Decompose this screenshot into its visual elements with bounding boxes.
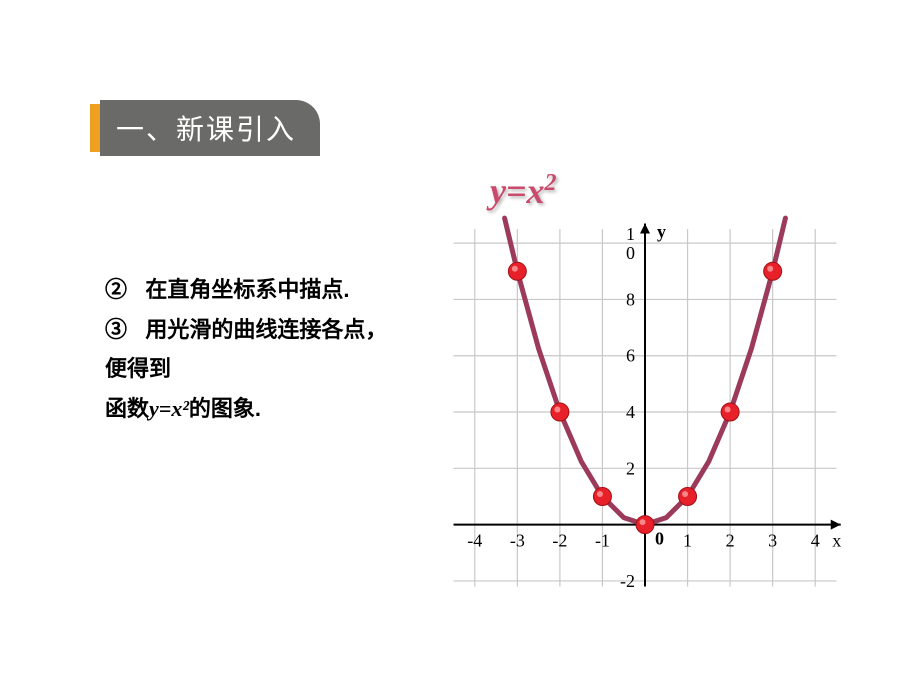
inline-equation: y=x² [149, 396, 189, 421]
svg-text:0: 0 [626, 243, 635, 263]
svg-text:1: 1 [683, 531, 692, 551]
parabola-chart: -4-3-2-11234-22468100xy [430, 200, 860, 610]
step2-text: 在直角坐标系中描点. [145, 277, 349, 302]
svg-text:-1: -1 [595, 531, 610, 551]
svg-text:0: 0 [655, 529, 664, 549]
svg-text:y: y [657, 222, 666, 242]
svg-text:-3: -3 [510, 531, 525, 551]
step3-num: ③ [105, 317, 127, 342]
chart-svg: -4-3-2-11234-22468100xy [430, 200, 860, 610]
step2-num: ② [105, 277, 127, 302]
svg-text:3: 3 [768, 531, 777, 551]
title-bar: 一、新课引入 [90, 100, 320, 156]
svg-text:2: 2 [726, 531, 735, 551]
svg-text:2: 2 [626, 458, 635, 478]
step3-text-b: 函数 [105, 396, 149, 421]
section-title: 一、新课引入 [100, 100, 320, 156]
svg-text:-2: -2 [620, 571, 635, 591]
svg-text:8: 8 [626, 289, 635, 309]
svg-text:1: 1 [626, 224, 635, 244]
svg-text:4: 4 [626, 402, 635, 422]
svg-text:-4: -4 [467, 531, 482, 551]
svg-text:-2: -2 [552, 531, 567, 551]
step3-text-a: 用光滑的曲线连接各点，便得到 [105, 317, 387, 382]
step3-text-c: 的图象. [189, 396, 261, 421]
svg-text:6: 6 [626, 346, 635, 366]
svg-text:4: 4 [811, 531, 820, 551]
title-accent [90, 104, 100, 152]
instruction-text: ② 在直角坐标系中描点. ③ 用光滑的曲线连接各点，便得到 函数y=x²的图象. [105, 270, 405, 428]
svg-text:x: x [832, 531, 841, 551]
